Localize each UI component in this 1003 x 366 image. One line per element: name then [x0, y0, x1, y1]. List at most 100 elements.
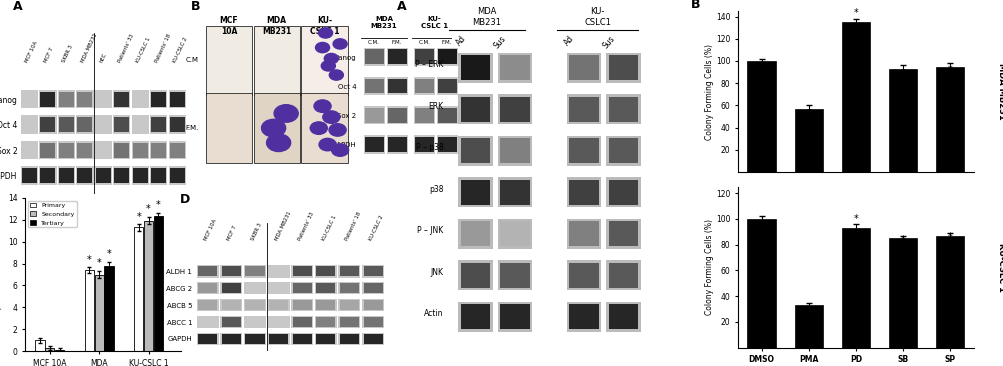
Text: MDA MB231: MDA MB231: [80, 33, 98, 63]
Bar: [362, 299, 384, 311]
Bar: [363, 283, 382, 293]
Text: *: *: [947, 66, 952, 75]
Bar: [414, 48, 435, 66]
Bar: [606, 53, 640, 83]
Bar: [340, 334, 359, 344]
Bar: [569, 138, 598, 163]
Bar: [55, 350, 64, 351]
Bar: [436, 48, 457, 66]
Bar: [169, 141, 186, 160]
Text: *: *: [805, 306, 810, 315]
Bar: [222, 266, 241, 276]
Text: F.M.: F.M.: [185, 125, 199, 131]
Text: JNK: JNK: [430, 268, 443, 277]
Bar: [150, 90, 168, 108]
Bar: [316, 300, 335, 310]
Bar: [338, 299, 360, 311]
Legend: Primary, Secondary, Tertiary: Primary, Secondary, Tertiary: [28, 201, 76, 227]
Text: C.M: C.M: [186, 57, 199, 63]
Text: *: *: [805, 108, 810, 117]
Bar: [292, 283, 312, 293]
Circle shape: [314, 100, 331, 112]
Text: *: *: [96, 258, 101, 268]
Y-axis label: Colony Forming Cells (%): Colony Forming Cells (%): [705, 219, 714, 315]
Text: A: A: [396, 0, 406, 13]
Bar: [220, 316, 242, 328]
Bar: [608, 263, 638, 288]
Bar: [566, 136, 601, 166]
Bar: [566, 219, 601, 249]
Bar: [606, 136, 640, 166]
Bar: [566, 302, 601, 332]
Bar: [77, 143, 92, 158]
Bar: [365, 49, 384, 64]
Bar: [458, 260, 492, 290]
Bar: [608, 56, 638, 81]
Text: *: *: [155, 200, 160, 210]
Bar: [244, 299, 266, 311]
Bar: [566, 94, 601, 124]
Text: Patients' 33: Patients' 33: [297, 211, 315, 241]
Bar: [386, 106, 407, 124]
Bar: [131, 115, 148, 134]
Text: *: *: [947, 232, 952, 242]
Bar: [268, 316, 289, 328]
Bar: [497, 53, 532, 83]
Bar: [569, 97, 598, 122]
Bar: [458, 53, 492, 83]
Bar: [198, 334, 217, 344]
Circle shape: [323, 111, 339, 123]
Text: KU-CSLC 2: KU-CSLC 2: [368, 214, 384, 241]
Text: SKBR 3: SKBR 3: [62, 44, 74, 63]
Bar: [113, 141, 130, 160]
Circle shape: [315, 42, 329, 53]
Circle shape: [329, 124, 346, 136]
Bar: [497, 136, 532, 166]
Text: MDA
MB231: MDA MB231: [471, 7, 500, 27]
Bar: [415, 137, 434, 152]
Bar: [291, 299, 313, 311]
Bar: [222, 300, 241, 310]
Bar: [338, 333, 360, 345]
Circle shape: [321, 61, 335, 71]
Bar: [499, 263, 530, 288]
Text: *: *: [106, 249, 111, 259]
Bar: [222, 283, 241, 293]
Bar: [244, 333, 266, 345]
Text: B: B: [690, 0, 699, 11]
Bar: [169, 115, 186, 134]
Bar: [58, 115, 75, 134]
Text: Ad: Ad: [453, 34, 467, 47]
Bar: [268, 265, 289, 277]
Bar: [170, 168, 185, 183]
Bar: [793, 305, 822, 348]
Bar: [499, 138, 530, 163]
Text: *: *: [87, 255, 91, 265]
Bar: [132, 168, 147, 183]
Bar: [21, 141, 38, 160]
Bar: [150, 141, 168, 160]
Bar: [220, 299, 242, 311]
Text: F.M.: F.M.: [441, 40, 451, 45]
Bar: [59, 92, 74, 107]
Bar: [292, 317, 312, 327]
Bar: [386, 77, 407, 95]
Bar: [362, 316, 384, 328]
Bar: [291, 282, 313, 295]
Bar: [40, 92, 55, 107]
Bar: [437, 137, 456, 152]
Bar: [841, 22, 870, 172]
Bar: [132, 143, 147, 158]
Bar: [363, 48, 385, 66]
Text: MCF 7: MCF 7: [227, 224, 238, 241]
Bar: [76, 141, 93, 160]
Bar: [151, 117, 166, 132]
Text: *: *: [853, 214, 858, 224]
Bar: [59, 143, 74, 158]
Bar: [131, 141, 148, 160]
Bar: [39, 141, 56, 160]
Bar: [566, 53, 601, 83]
Bar: [151, 168, 166, 183]
Bar: [59, 117, 74, 132]
Bar: [458, 302, 492, 332]
